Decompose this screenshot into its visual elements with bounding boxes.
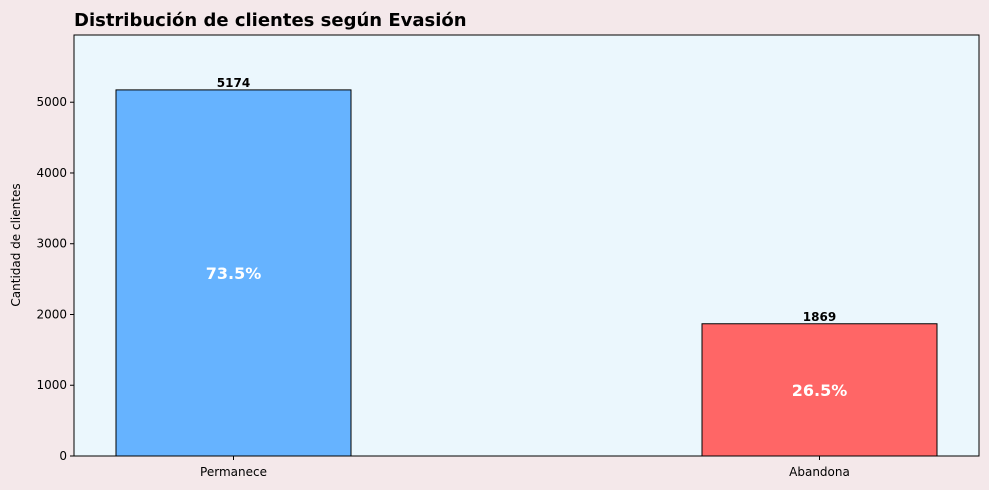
percent-label-abandona: 26.5% [792,381,848,400]
chart-title: Distribución de clientes según Evasión [74,10,467,31]
bars-layer [115,89,938,457]
y-tick-label: 0 [59,449,67,463]
labels-layer: 5174 73.5% 1869 26.5% [206,76,848,400]
x-tick-label: Abandona [789,465,850,479]
bar-permanece [115,89,352,457]
value-label-permanece: 5174 [217,76,250,90]
y-tick-label: 4000 [36,166,67,180]
plot-frame [73,34,980,457]
x-axis: Permanece Abandona [200,456,850,479]
x-tick-label: Permanece [200,465,267,479]
y-tick-label: 5000 [36,95,67,109]
y-tick-label: 3000 [36,237,67,251]
bar-abandona [701,323,938,457]
y-tick-label: 2000 [36,307,67,321]
percent-label-permanece: 73.5% [206,264,262,283]
y-axis-label: Cantidad de clientes [9,183,23,306]
y-axis: 0 1000 2000 3000 4000 5000 [36,95,74,463]
y-tick-label: 1000 [36,378,67,392]
value-label-abandona: 1869 [803,310,836,324]
